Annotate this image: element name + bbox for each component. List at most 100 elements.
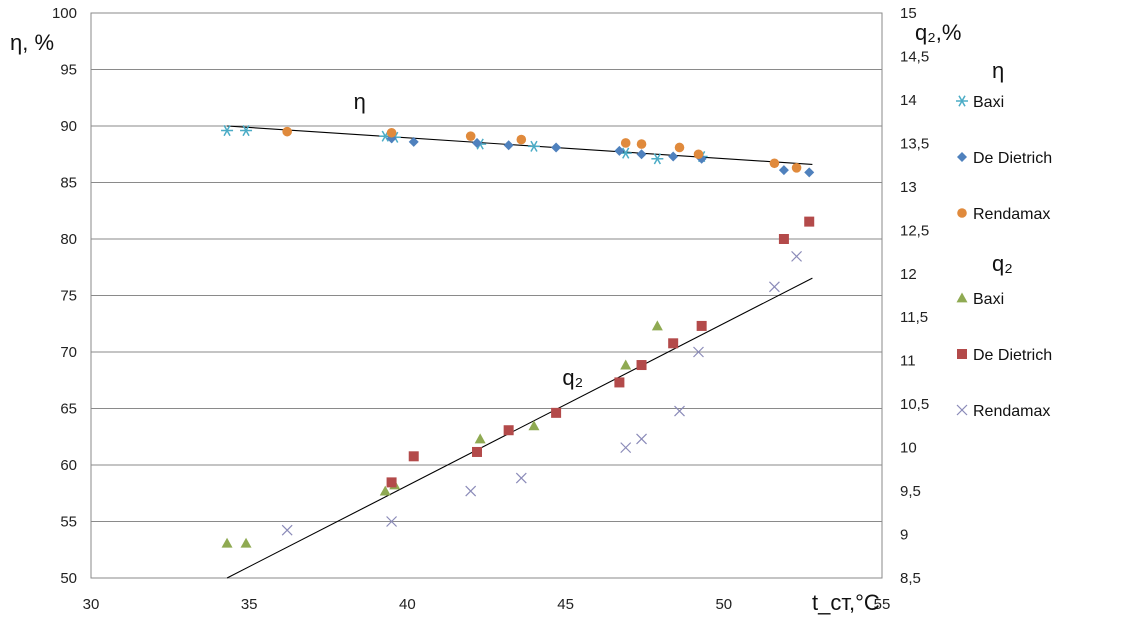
point-eta-rendamax [620, 138, 631, 148]
y-left-tick-label: 65 [60, 401, 77, 418]
point-q2-baxi [528, 420, 540, 431]
y-right-tick-label: 14,5 [900, 48, 929, 65]
legend-label-q2-rendamax: Rendamax [973, 403, 1050, 420]
point-q2-dedietrich [668, 338, 679, 349]
point-eta-rendamax [386, 127, 397, 138]
y-right-tick-label: 13 [900, 179, 917, 196]
point-q2-rendamax [791, 250, 802, 262]
point-eta-dedietrich [614, 145, 625, 156]
point-eta-rendamax [791, 163, 802, 173]
point-eta-rendamax [769, 158, 780, 169]
point-q2-dedietrich [551, 407, 562, 418]
x-tick-label: 45 [557, 596, 574, 613]
plot-area-frame [90, 12, 883, 579]
point-q2-rendamax [636, 433, 647, 445]
y-right-tick-label: 10,5 [900, 396, 929, 413]
legend-label-eta-rendamax: Rendamax [973, 206, 1050, 223]
point-q2-dedietrich [472, 446, 483, 457]
y-left-tick-label: 50 [60, 570, 77, 587]
legend-label-q2-dedietrich: De Dietrich [973, 347, 1052, 364]
point-q2-baxi [221, 537, 233, 548]
point-eta-rendamax [465, 131, 476, 141]
y-right-tick-label: 9 [900, 527, 908, 544]
y-left-tick-label: 80 [60, 231, 77, 248]
point-eta-dedietrich [472, 137, 483, 148]
point-q2-rendamax [768, 281, 780, 293]
point-eta-dedietrich [636, 149, 647, 160]
y-left-tick-label: 70 [60, 344, 77, 361]
y-left-tick-label: 60 [60, 457, 77, 474]
y-left-tick-label: 95 [60, 62, 77, 79]
point-eta-baxi [240, 124, 253, 137]
y-left-tick-label: 85 [60, 175, 77, 192]
legend-marker-q2-rendamax [956, 404, 968, 416]
point-eta-dedietrich [551, 142, 562, 153]
point-eta-baxi [651, 153, 664, 165]
point-q2-dedietrich [408, 451, 419, 462]
gridlines [91, 12, 882, 579]
legend-label-eta-baxi: Baxi [973, 94, 1004, 111]
y-right-tick-label: 12,5 [900, 222, 929, 239]
point-eta-rendamax [693, 149, 704, 160]
point-q2-rendamax [620, 442, 632, 454]
point-q2-dedietrich [636, 360, 647, 371]
point-q2-rendamax [281, 524, 293, 536]
point-q2-baxi [651, 320, 663, 331]
point-q2-dedietrich [503, 425, 514, 436]
y-left-tick-label: 75 [60, 288, 77, 305]
y-left-tick-label: 55 [60, 514, 77, 531]
point-eta-rendamax [636, 139, 647, 149]
legend-label-eta-dedietrich: De Dietrich [973, 150, 1052, 167]
y-right-tick-label: 9,5 [900, 483, 921, 500]
point-q2-baxi [474, 433, 486, 444]
trendlines [226, 125, 813, 579]
point-q2-dedietrich [804, 216, 815, 227]
y-axis-right-title: q₂,% [915, 20, 961, 45]
y-right-tick-label: 11,5 [900, 309, 928, 326]
point-eta-dedietrich [804, 167, 815, 178]
y-right-tick-label: 11 [900, 353, 916, 370]
point-eta-dedietrich [778, 165, 789, 176]
point-q2-rendamax [465, 485, 477, 497]
x-tick-label: 35 [241, 596, 258, 613]
y-right-tick-label: 12 [900, 266, 917, 283]
point-q2-baxi [379, 485, 391, 496]
y-right-tick-label: 13,5 [900, 135, 929, 152]
point-q2-dedietrich [614, 377, 625, 388]
legend-marker-eta-baxi [956, 95, 968, 107]
data-points [221, 124, 815, 548]
trendline [226, 277, 813, 579]
point-q2-baxi [240, 537, 252, 548]
legend-marker-q2-dedietrich [957, 349, 967, 359]
x-tick-label: 40 [399, 596, 416, 613]
point-q2-rendamax [386, 516, 398, 527]
legend-label-q2-baxi: Baxi [973, 291, 1004, 308]
y-left-tick-label: 90 [60, 118, 77, 135]
legend-marker-q2-baxi [956, 292, 968, 303]
x-tick-label: 55 [874, 596, 891, 613]
y-right-tick-label: 10 [900, 440, 917, 457]
point-q2-dedietrich [778, 234, 789, 244]
point-eta-baxi [221, 124, 234, 137]
q2-trend-annotation: q₂ [562, 365, 583, 390]
y-left-tick-label: 100 [52, 5, 77, 22]
legend: η Baxi De Dietrich Rendamax q₂ Baxi De D… [956, 58, 1052, 420]
y-axis-left-title: η, % [10, 30, 54, 55]
legend-marker-eta-dedietrich [957, 152, 967, 162]
legend-heading-q2: q₂ [992, 251, 1013, 276]
point-q2-rendamax [515, 472, 527, 484]
point-eta-rendamax [674, 142, 685, 153]
y-right-tick-label: 15 [900, 5, 917, 22]
x-tick-label: 30 [83, 596, 100, 613]
tick-labels: 50 55 60 65 70 75 80 85 90 95 100 8,5 9 9,5 10 10,5 11 11… [52, 5, 929, 613]
trendline [227, 125, 813, 165]
point-eta-rendamax [516, 134, 527, 145]
point-eta-rendamax [282, 126, 292, 137]
legend-marker-eta-rendamax [957, 208, 967, 218]
point-eta-dedietrich [408, 136, 419, 147]
point-eta-baxi [527, 140, 540, 152]
point-eta-dedietrich [503, 140, 514, 151]
point-q2-rendamax [674, 405, 685, 417]
x-axis-title: t_ст,°C [812, 590, 880, 615]
